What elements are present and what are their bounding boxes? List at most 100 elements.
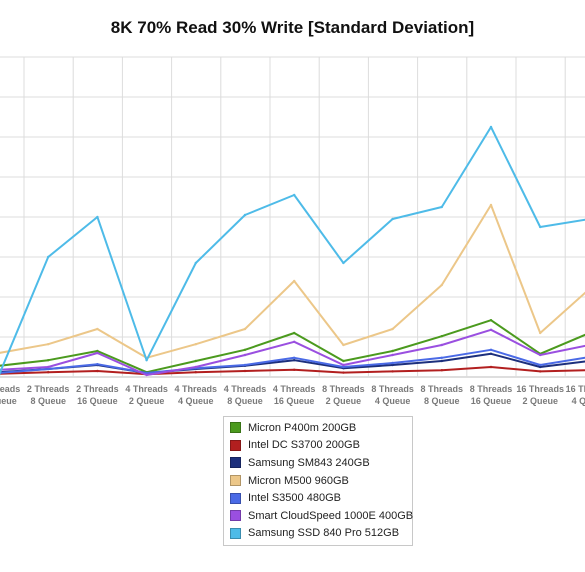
data-point <box>539 225 542 229</box>
data-point <box>194 359 197 363</box>
data-point <box>489 125 493 129</box>
data-point <box>440 359 443 363</box>
data-point <box>145 359 148 362</box>
data-point <box>194 371 197 374</box>
grid-lines <box>0 56 585 378</box>
data-point <box>96 363 99 366</box>
x-tick-label: 8 Threads 4 Queue <box>371 384 414 406</box>
data-point <box>489 365 493 369</box>
legend-item: Intel DC S3700 200GB <box>224 437 412 455</box>
legend-swatch <box>230 492 241 504</box>
data-point <box>342 261 345 265</box>
legend-label: Samsung SM843 240GB <box>248 456 370 469</box>
data-point <box>47 367 50 371</box>
data-point <box>440 369 443 372</box>
data-point <box>293 331 296 335</box>
data-point <box>293 359 296 362</box>
x-tick-label: 8 Threads 8 Queue <box>421 384 464 406</box>
x-tick-label: 4 Threads 16 Queue <box>273 384 316 406</box>
data-point <box>391 361 394 365</box>
legend-label: Samsung SSD 840 Pro 512GB <box>248 527 400 540</box>
data-point <box>391 363 394 367</box>
data-point <box>47 359 50 362</box>
data-point <box>293 368 296 371</box>
data-point <box>440 335 443 338</box>
legend-swatch <box>230 439 241 451</box>
data-point <box>539 363 542 367</box>
data-point <box>47 365 50 369</box>
legend-label: Smart CloudSpeed 1000E 400GB <box>248 509 414 522</box>
data-point <box>243 353 247 357</box>
data-point <box>391 217 394 221</box>
data-point <box>489 203 493 207</box>
data-point <box>145 371 148 375</box>
legend-label: Micron M500 960GB <box>248 474 349 487</box>
data-point <box>243 369 247 373</box>
data-point <box>293 356 296 359</box>
data-point <box>194 343 197 346</box>
data-point <box>539 353 542 357</box>
data-point <box>539 370 542 373</box>
series-line-1 <box>0 366 585 376</box>
data-point <box>145 373 148 377</box>
x-tick-label: 4 Threads 8 Queue <box>224 384 267 406</box>
data-point <box>391 353 394 357</box>
data-point <box>293 340 296 343</box>
data-point <box>47 371 50 374</box>
data-point <box>342 371 345 374</box>
x-tick-label: 8 Threads 16 Queue <box>470 384 513 406</box>
x-tick-label: 2 Threads 16 Queue <box>76 384 119 406</box>
legend: Micron P400m 200GB Intel DC S3700 200GB Sa… <box>223 416 414 547</box>
data-point <box>539 365 542 369</box>
legend-swatch <box>230 475 241 487</box>
data-point <box>194 365 197 369</box>
legend-item: Micron M500 960GB <box>224 472 412 490</box>
series-line-6 <box>0 126 585 376</box>
data-point <box>391 370 394 373</box>
data-point <box>342 365 345 369</box>
data-point <box>293 193 296 197</box>
data-point <box>96 327 99 331</box>
data-point <box>96 351 99 355</box>
legend-item: Samsung SM843 240GB <box>224 454 412 472</box>
legend-swatch <box>230 510 241 522</box>
legend-item: Intel S3500 480GB <box>224 489 412 507</box>
data-point <box>342 343 345 347</box>
data-point <box>243 327 247 331</box>
data-point <box>489 328 493 331</box>
x-tick-label: 4 Threads 4 Queue <box>175 384 218 406</box>
x-tick-label: 2 Threads 8 Queue <box>27 384 70 406</box>
data-point <box>96 369 99 373</box>
x-tick-label: 16 Threads 2 Queue <box>516 384 564 406</box>
data-point <box>440 205 443 209</box>
legend-item: Samsung SSD 840 Pro 512GB <box>224 525 412 543</box>
data-point <box>342 359 345 363</box>
data-point <box>243 348 247 351</box>
data-point <box>489 352 493 355</box>
legend-item: Smart CloudSpeed 1000E 400GB <box>224 507 414 525</box>
data-point <box>47 255 50 259</box>
data-point <box>96 349 99 353</box>
data-point <box>194 261 197 265</box>
legend-label: Micron P400m 200GB <box>248 421 357 434</box>
data-point <box>440 283 443 287</box>
data-point <box>539 331 542 335</box>
data-point <box>391 349 394 353</box>
data-point <box>96 215 99 219</box>
data-point <box>293 279 296 283</box>
data-point <box>440 356 443 359</box>
legend-swatch <box>230 527 241 539</box>
data-point <box>391 327 394 331</box>
data-point <box>47 343 50 346</box>
x-tick-label: 8 Threads 2 Queue <box>322 384 365 406</box>
data-point <box>243 363 247 367</box>
legend-item: Micron P400m 200GB <box>224 419 412 437</box>
data-point <box>342 363 345 367</box>
data-point <box>440 343 443 347</box>
legend-swatch <box>230 457 241 469</box>
legend-label: Intel S3500 480GB <box>248 492 341 505</box>
